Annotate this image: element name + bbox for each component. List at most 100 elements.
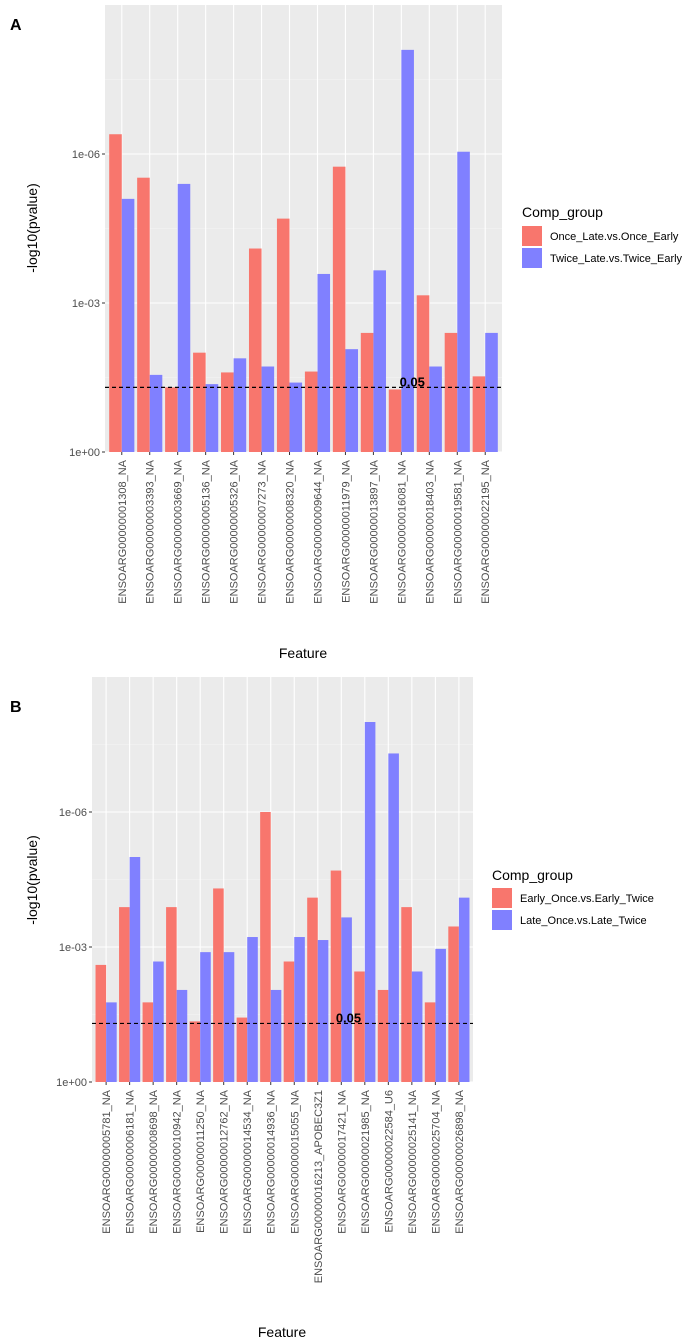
legend-key	[492, 910, 512, 930]
bar-series1-ENSOARG00000016081_NA	[388, 389, 402, 452]
bar-series1-ENSOARG00000019581_NA	[444, 332, 458, 452]
bar-series1-ENSOARG00000013897_NA	[360, 332, 374, 452]
bar-series1-ENSOARG00000006181_NA	[119, 907, 130, 1082]
bar-series2-ENSOARG00000017421_NA	[341, 917, 352, 1082]
bar-series2-ENSOARG00000005136_NA	[205, 384, 219, 452]
bar-series1-ENSOARG00000010942_NA	[166, 907, 177, 1082]
legend: Comp_group Once_Late.vs.Once_Early Twice_L…	[522, 204, 683, 268]
bar-series2-ENSOARG00000006181_NA	[129, 857, 141, 1082]
bar-series1-ENSOARG00000011979_NA	[332, 166, 346, 452]
bar-series2-ENSOARG00000007273_NA	[261, 366, 275, 452]
y-tick-label: 1e-03	[72, 298, 100, 310]
bar-series1-ENSOARG00000007273_NA	[248, 248, 262, 452]
x-tick-label: ENSOARG00000008320_NA	[285, 459, 297, 603]
bar-series2-ENSOARG00000011979_NA	[345, 349, 359, 452]
legend-key	[522, 248, 542, 268]
x-tick-label: ENSOARG00000014936_NA	[266, 1089, 278, 1233]
x-tick-label: ENSOARG00000010942_NA	[172, 1089, 184, 1233]
x-tick-label: ENSOARG00000015055_NA	[289, 1089, 301, 1233]
bar-series1-ENSOARG00000011250_NA	[189, 1021, 201, 1082]
chart-panel-a: 1e-06 1e-03 1e+00 ENSOARG00000001308_NA ENSO…	[10, 5, 683, 661]
x-tick-label: ENSOARG00000022584_U6	[383, 1090, 395, 1232]
bar-series1-ENSOARG00000021985_NA	[354, 971, 365, 1082]
legend-label: Once_Late.vs.Once_Early	[550, 231, 679, 243]
y-tick-label: 1e+00	[56, 1077, 87, 1089]
x-tick-label: ENSOARG00000005326_NA	[229, 459, 241, 603]
bar-series1-ENSOARG00000008320_NA	[276, 218, 290, 452]
legend-label: Late_Once.vs.Late_Twice	[520, 915, 647, 927]
x-tick-label: ENSOARG00000001308_NA	[117, 459, 129, 603]
bar-series1-ENSOARG00000003393_NA	[137, 177, 150, 452]
bar-series1-ENSOARG00000025141_NA	[401, 907, 412, 1082]
x-tick-label: ENSOARG00000013897_NA	[368, 459, 380, 603]
threshold-label: 0.05	[336, 1010, 361, 1025]
bar-series1-ENSOARG00000026898_NA	[448, 926, 459, 1082]
bar-series2-ENSOARG00000011250_NA	[200, 952, 211, 1082]
y-tick-label: 1e-03	[59, 942, 87, 954]
bar-series1-ENSOARG00000001308_NA	[109, 134, 122, 452]
bar-series2-ENSOARG00000008320_NA	[289, 382, 303, 452]
bar-series2-ENSOARG00000022195_NA	[485, 332, 498, 452]
x-tick-label: ENSOARG00000014534_NA	[242, 1089, 254, 1233]
legend: Comp_group Early_Once.vs.Early_Twice Late_…	[492, 867, 654, 930]
y-axis-title: -log10(pvalue)	[24, 183, 40, 273]
bar-series2-ENSOARG00000008698_NA	[153, 961, 164, 1082]
bar-series2-ENSOARG00000025704_NA	[435, 948, 446, 1082]
bar-series2-ENSOARG00000014534_NA	[247, 937, 258, 1082]
x-tick-label: ENSOARG00000003669_NA	[173, 459, 185, 603]
x-tick-label: ENSOARG00000003393_NA	[145, 459, 157, 603]
x-tick-label: ENSOARG00000009644_NA	[312, 459, 324, 603]
bar-series2-ENSOARG00000025141_NA	[411, 971, 423, 1082]
x-tick-label: ENSOARG00000018403_NA	[424, 459, 436, 603]
bar-series2-ENSOARG00000001308_NA	[121, 198, 135, 452]
legend-key	[492, 888, 512, 908]
x-tick-label: ENSOARG00000019581_NA	[452, 459, 464, 603]
chart-panel-b: 1e-06 1e-03 1e+00 ENSOARG00000005781_NA ENSO…	[10, 677, 654, 1339]
legend-title: Comp_group	[522, 204, 603, 220]
x-tick-label: ENSOARG00000011979_NA	[340, 459, 352, 603]
x-tick-label: ENSOARG00000005136_NA	[201, 459, 213, 603]
legend-key	[522, 226, 542, 246]
x-tick-label: ENSOARG00000012762_NA	[219, 1089, 231, 1233]
bar-series2-ENSOARG00000015055_NA	[294, 937, 305, 1082]
bar-series2-ENSOARG00000019581_NA	[457, 151, 470, 453]
bar-series2-ENSOARG00000022584_U6	[388, 753, 399, 1082]
bar-series1-ENSOARG00000015055_NA	[283, 961, 295, 1082]
bar-series1-ENSOARG00000005326_NA	[221, 372, 234, 452]
x-tick-label: ENSOARG00000011250_NA	[195, 1089, 207, 1233]
bar-series2-ENSOARG00000005781_NA	[106, 1002, 117, 1082]
bar-series2-ENSOARG00000009644_NA	[317, 273, 331, 452]
bar-series1-ENSOARG00000012762_NA	[213, 888, 224, 1082]
x-tick-label: ENSOARG00000008698_NA	[148, 1089, 160, 1233]
bar-series2-ENSOARG00000012762_NA	[223, 952, 235, 1082]
legend-label: Early_Once.vs.Early_Twice	[520, 893, 654, 905]
x-tick-label: ENSOARG00000026898_NA	[454, 1089, 466, 1233]
bar-series2-ENSOARG00000016213_APOBEC3Z1	[317, 940, 329, 1082]
bar-series1-ENSOARG00000014534_NA	[236, 1017, 248, 1082]
bar-series1-ENSOARG00000017421_NA	[330, 870, 342, 1082]
x-tick-label: ENSOARG00000005781_NA	[101, 1089, 113, 1233]
legend-title: Comp_group	[492, 867, 573, 883]
x-axis-title: Feature	[279, 645, 327, 661]
bar-series1-ENSOARG00000014936_NA	[260, 812, 271, 1082]
bar-series2-ENSOARG00000016081_NA	[401, 49, 414, 453]
bar-series1-ENSOARG00000005136_NA	[193, 352, 206, 452]
bar-series2-ENSOARG00000026898_NA	[458, 897, 470, 1082]
bar-series1-ENSOARG00000022195_NA	[472, 376, 486, 452]
x-tick-label: ENSOARG00000007273_NA	[257, 459, 269, 603]
bar-series2-ENSOARG00000003393_NA	[149, 374, 163, 452]
panel-label: B	[10, 699, 22, 716]
threshold-label: 0.05	[400, 374, 425, 389]
x-tick-label: ENSOARG00000017421_NA	[336, 1089, 348, 1233]
panel-label: A	[10, 17, 22, 34]
bar-series1-ENSOARG00000018403_NA	[416, 295, 430, 452]
x-tick-label: ENSOARG00000006181_NA	[125, 1089, 137, 1233]
x-axis-title: Feature	[258, 1324, 306, 1339]
bar-series1-ENSOARG00000025704_NA	[424, 1002, 436, 1082]
bar-series2-ENSOARG00000005326_NA	[233, 358, 247, 452]
bar-series1-ENSOARG00000008698_NA	[142, 1002, 154, 1082]
y-tick-label: 1e-06	[72, 149, 100, 161]
y-tick-label: 1e-06	[59, 807, 87, 819]
x-tick-label: ENSOARG00000025141_NA	[407, 1089, 419, 1233]
